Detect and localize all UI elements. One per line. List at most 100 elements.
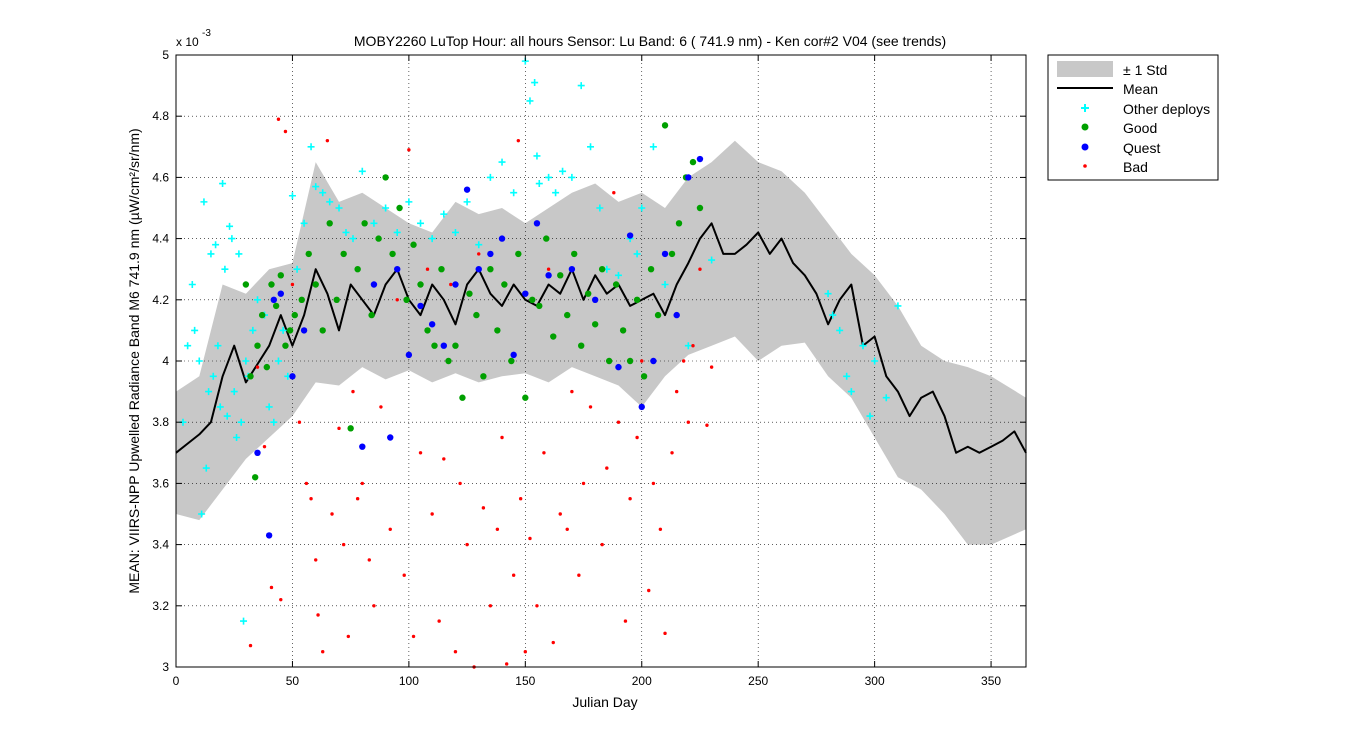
other-deploys-point bbox=[649, 143, 657, 151]
good-point bbox=[254, 342, 261, 349]
x-tick-label: 350 bbox=[981, 674, 1001, 688]
good-point bbox=[340, 250, 347, 258]
other-deploys-point bbox=[417, 219, 425, 227]
legend-std-label: ± 1 Std bbox=[1123, 62, 1167, 78]
good-point bbox=[480, 373, 487, 380]
other-deploys-point bbox=[486, 173, 494, 181]
bad-point bbox=[535, 604, 539, 608]
bad-point bbox=[465, 542, 469, 547]
x-tick-label: 0 bbox=[173, 674, 180, 688]
bad-point bbox=[388, 527, 392, 531]
bad-point bbox=[481, 506, 486, 510]
bad-point bbox=[379, 405, 383, 409]
other-deploys-point bbox=[274, 357, 282, 365]
good-point bbox=[696, 204, 704, 212]
legend-std-swatch bbox=[1057, 61, 1113, 77]
other-deploys-point bbox=[326, 198, 334, 206]
good-point bbox=[403, 296, 410, 303]
bad-point bbox=[623, 619, 628, 623]
legend-mean-label: Mean bbox=[1123, 81, 1158, 97]
good-point bbox=[361, 220, 368, 227]
other-deploys-point bbox=[843, 372, 851, 380]
bad-point bbox=[518, 497, 523, 501]
good-point bbox=[382, 174, 389, 181]
good-point bbox=[319, 327, 326, 334]
bad-point bbox=[248, 643, 253, 648]
other-deploys-point bbox=[428, 235, 436, 243]
ticks-layer: 0 50 100 150 200 250 300 350 3 3.2 3.4 3.6 3.8 4 4.2 4.… bbox=[152, 48, 1026, 688]
other-deploys-point bbox=[382, 204, 390, 212]
good-point bbox=[668, 250, 676, 258]
quest-point bbox=[417, 302, 424, 310]
other-deploys-point bbox=[300, 219, 308, 227]
legend-good-label: Good bbox=[1123, 120, 1157, 136]
other-deploys-point bbox=[871, 357, 879, 365]
bad-point bbox=[577, 573, 581, 577]
quest-point bbox=[545, 272, 552, 279]
quest-point bbox=[277, 290, 284, 297]
other-deploys-point bbox=[894, 302, 902, 310]
other-deploys-point bbox=[638, 204, 646, 212]
good-point bbox=[272, 302, 280, 310]
legend-quest-label: Quest bbox=[1123, 140, 1160, 156]
x-tick-label: 200 bbox=[632, 674, 652, 688]
other-deploys-point bbox=[207, 250, 215, 258]
bad-point bbox=[612, 191, 616, 195]
bad-point bbox=[516, 138, 521, 143]
bad-point bbox=[309, 497, 313, 501]
good-point bbox=[619, 327, 627, 334]
good-point bbox=[396, 204, 403, 212]
bad-point bbox=[698, 267, 702, 271]
bad-point bbox=[325, 138, 330, 143]
good-point bbox=[258, 311, 266, 319]
bad-point bbox=[647, 588, 651, 593]
quest-point bbox=[428, 321, 436, 328]
good-point bbox=[282, 342, 289, 349]
quest-point bbox=[487, 250, 494, 258]
bad-point bbox=[600, 542, 604, 547]
good-point bbox=[312, 281, 319, 288]
good-point bbox=[452, 342, 459, 349]
other-deploys-point bbox=[824, 290, 832, 298]
bad-point bbox=[297, 420, 302, 424]
y-tick-label: 3.8 bbox=[152, 415, 169, 429]
other-deploys-point bbox=[545, 173, 553, 181]
good-point bbox=[466, 290, 473, 297]
good-point bbox=[445, 357, 452, 365]
good-point bbox=[543, 235, 550, 242]
other-deploys-point bbox=[242, 357, 250, 365]
bad-point bbox=[495, 527, 500, 531]
bad-point bbox=[616, 420, 621, 424]
good-point bbox=[473, 311, 480, 319]
other-deploys-point bbox=[228, 235, 236, 243]
quest-point bbox=[463, 186, 471, 193]
legend: ± 1 Std Mean Other deploys Good Quest Ba… bbox=[1047, 54, 1219, 181]
other-deploys-point bbox=[212, 241, 220, 249]
y-tick-label: 4.4 bbox=[152, 232, 169, 246]
bad-point bbox=[663, 631, 667, 636]
bad-point bbox=[511, 573, 516, 577]
quest-point bbox=[568, 266, 576, 273]
bad-point bbox=[290, 282, 295, 287]
bad-point bbox=[658, 527, 663, 531]
other-deploys-point bbox=[184, 342, 192, 350]
bad-point bbox=[418, 451, 423, 455]
other-deploys-point bbox=[265, 403, 273, 411]
other-deploys-point bbox=[226, 222, 234, 230]
quest-point bbox=[673, 311, 680, 319]
good-point bbox=[605, 357, 613, 365]
good-point bbox=[424, 327, 431, 334]
good-point bbox=[431, 342, 438, 349]
good-point bbox=[647, 266, 655, 273]
good-point bbox=[654, 311, 662, 319]
quest-point bbox=[475, 266, 482, 273]
bad-point bbox=[255, 365, 260, 369]
good-point bbox=[298, 296, 305, 303]
quest-point bbox=[533, 220, 541, 227]
y-axis-label: MEAN: VIIRS-NPP Upwelled Radiance Band M… bbox=[126, 128, 142, 593]
good-point bbox=[368, 311, 375, 319]
other-deploys-point bbox=[319, 189, 327, 197]
bad-point bbox=[283, 129, 288, 134]
other-deploys-point bbox=[223, 412, 231, 420]
